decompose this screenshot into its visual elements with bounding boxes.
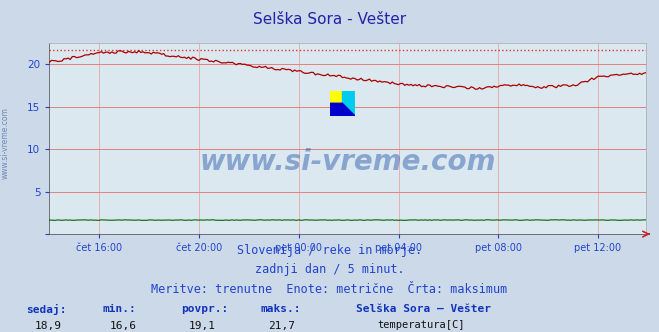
Polygon shape xyxy=(330,91,342,103)
Text: povpr.:: povpr.: xyxy=(181,304,229,314)
Text: 21,7: 21,7 xyxy=(268,321,295,331)
Text: Meritve: trenutne  Enote: metrične  Črta: maksimum: Meritve: trenutne Enote: metrične Črta: … xyxy=(152,283,507,295)
Text: Slovenija / reke in morje.: Slovenija / reke in morje. xyxy=(237,244,422,257)
Text: www.si-vreme.com: www.si-vreme.com xyxy=(1,107,10,179)
Text: 16,6: 16,6 xyxy=(110,321,137,331)
Text: zadnji dan / 5 minut.: zadnji dan / 5 minut. xyxy=(254,263,405,276)
Text: Selška Sora – Vešter: Selška Sora – Vešter xyxy=(356,304,491,314)
Text: 18,9: 18,9 xyxy=(34,321,61,331)
Text: Selška Sora - Vešter: Selška Sora - Vešter xyxy=(253,12,406,27)
Text: maks.:: maks.: xyxy=(260,304,301,314)
Text: 19,1: 19,1 xyxy=(189,321,216,331)
Text: temperatura[C]: temperatura[C] xyxy=(378,320,465,330)
Polygon shape xyxy=(330,103,355,116)
Text: min.:: min.: xyxy=(102,304,136,314)
Text: www.si-vreme.com: www.si-vreme.com xyxy=(200,147,496,176)
Polygon shape xyxy=(342,91,355,116)
Text: sedaj:: sedaj: xyxy=(26,304,67,315)
